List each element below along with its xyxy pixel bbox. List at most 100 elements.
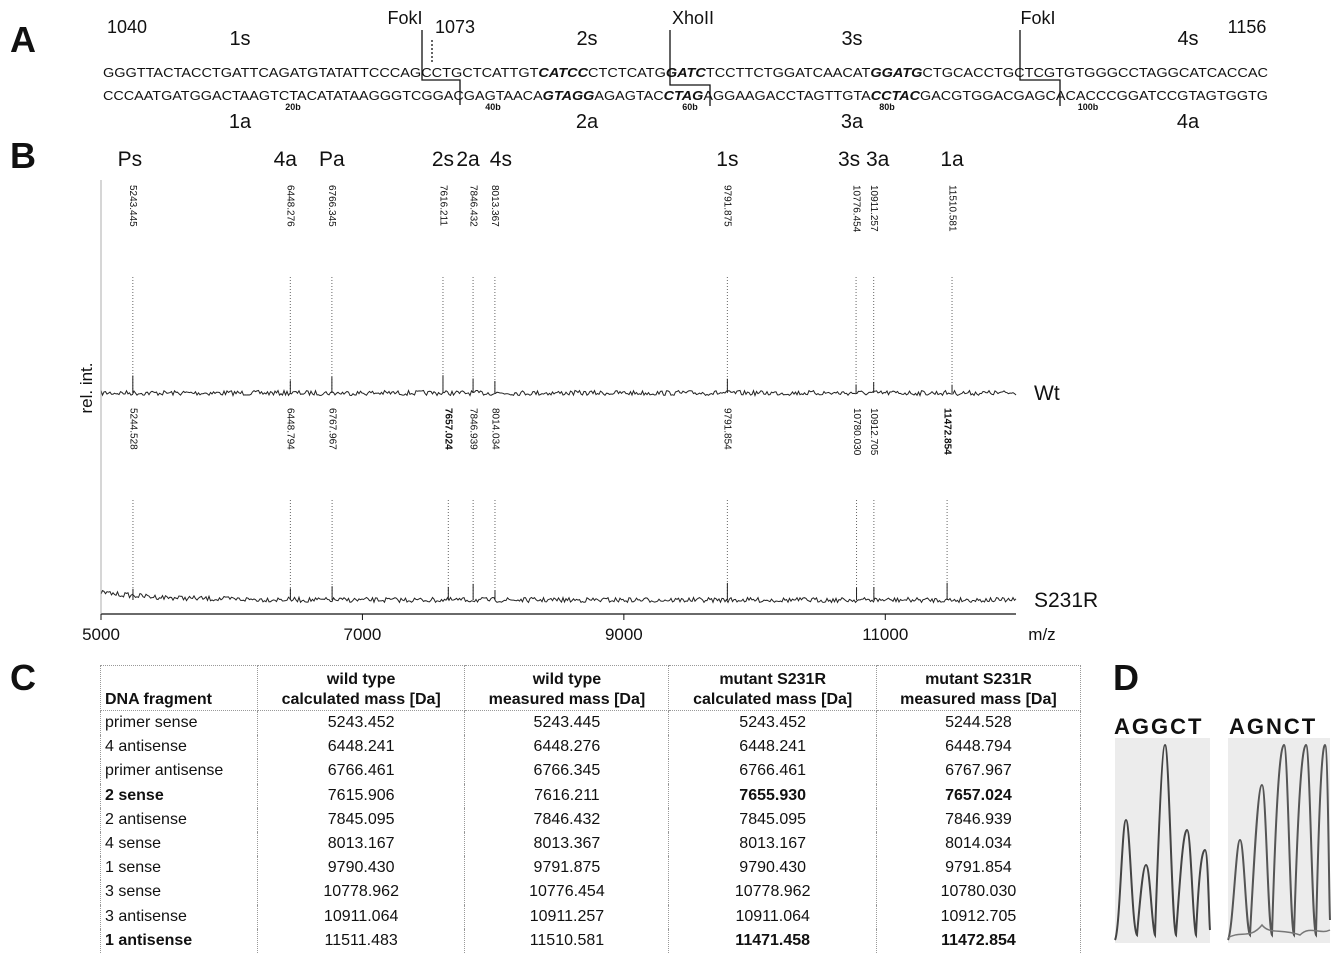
enzyme-label: FokI xyxy=(1020,8,1055,28)
panel-letter: D xyxy=(1113,657,1139,698)
table-cell: 11511.483 xyxy=(257,929,464,953)
header-text: mutant S231R xyxy=(719,671,826,688)
table-cell: 7845.095 xyxy=(669,808,876,832)
sequence-segment: CTCTCATG xyxy=(588,65,666,80)
peak-mass-label: 9791.875 xyxy=(722,185,733,227)
peak-mass-label: 11472.854 xyxy=(941,408,952,455)
table-cell: primer sense xyxy=(101,711,258,736)
header-text: measured mass [Da] xyxy=(900,691,1057,708)
x-tick-label: 5000 xyxy=(82,625,120,644)
sequence-label: AGGCT xyxy=(1114,714,1203,740)
x-axis-label: m/z xyxy=(1028,625,1055,644)
trace-name: S231R xyxy=(1034,589,1098,612)
sequence-segment: GATC xyxy=(666,65,707,80)
peak-mass-label: 5243.445 xyxy=(127,185,138,227)
chromatogram xyxy=(1115,738,1330,943)
peak-mass-label: 7657.024 xyxy=(443,408,454,450)
strand: GGGTTACTACCTGATTCAGATGTATATTCCCAGCCTGCTC… xyxy=(103,65,1268,80)
x-tick-label: 11000 xyxy=(862,625,908,644)
base-marker: 80b xyxy=(879,102,895,112)
sequence-segment: CATCC xyxy=(538,65,588,80)
table-cell: 1 sense xyxy=(101,856,258,880)
table-cell: 4 sense xyxy=(101,832,258,856)
table-cell: 6766.461 xyxy=(257,759,464,783)
table-cell: 10912.705 xyxy=(876,905,1080,929)
peak-mass-label: 10911.257 xyxy=(868,185,879,232)
base-marker: 40b xyxy=(485,102,501,112)
peak-mass-label: 10776.454 xyxy=(850,185,861,233)
table-cell: 10911.257 xyxy=(465,905,669,929)
header-row: DNA fragment wild type calculated mass [Da… xyxy=(101,666,1081,711)
sequence-segment: AGGAAGACCTAGTTGTA xyxy=(703,88,871,103)
table-cell: 6448.276 xyxy=(465,735,669,759)
enzyme-label: XhoII xyxy=(672,8,714,28)
table-cell: 7846.939 xyxy=(876,808,1080,832)
peak-mass-label: 8013.367 xyxy=(489,185,500,227)
sequence-segment: GGGTTACTACCTGATTCAGATGTATATTCCCAGCCTGCTC… xyxy=(103,65,539,80)
table-cell: 11472.854 xyxy=(876,929,1080,953)
fragment-label: 1a xyxy=(229,111,252,133)
header-text: calculated mass [Da] xyxy=(282,691,441,708)
table-cell: 6767.967 xyxy=(876,759,1080,783)
table-cell: 8014.034 xyxy=(876,832,1080,856)
table-cell: 9790.430 xyxy=(257,856,464,880)
peak-mass-label: 6448.794 xyxy=(285,408,296,450)
base-marker: 60b xyxy=(682,102,698,112)
table-cell: 9791.875 xyxy=(465,856,669,880)
enzyme-label: FokI xyxy=(387,8,422,28)
peak-name: 4a xyxy=(274,148,298,171)
fragment-label: 3a xyxy=(841,111,864,133)
sequence-segment: CCTAC xyxy=(871,88,921,103)
table-row: 1 sense9790.4309791.8759790.4309791.854 xyxy=(101,856,1081,880)
figure: A B C D 104010731156FokIXhoIIFokI1s1a2s2… xyxy=(0,0,1342,953)
peak-name: 1a xyxy=(940,148,964,171)
table-cell: 10911.064 xyxy=(669,905,876,929)
table-cell: 2 sense xyxy=(101,784,258,808)
sequence-segment: TCCTTCTGGATCAACAT xyxy=(706,65,871,80)
y-axis-label: rel. int. xyxy=(77,362,96,413)
peak-mass-label: 7846.939 xyxy=(467,408,478,450)
sequence-segment: GTAGG xyxy=(543,88,595,103)
table-cell: 1 antisense xyxy=(101,929,258,953)
table-cell: 11510.581 xyxy=(465,929,669,953)
peak-mass-label: 6448.276 xyxy=(285,185,296,227)
peak-mass-label: 5244.528 xyxy=(127,408,138,450)
header-cell: DNA fragment xyxy=(101,666,258,711)
header-text: wild type xyxy=(533,671,601,688)
table-cell: 10776.454 xyxy=(465,880,669,904)
position-label: 1040 xyxy=(107,17,147,37)
header-text: DNA fragment xyxy=(105,691,212,708)
table-cell: 6766.461 xyxy=(669,759,876,783)
table-cell: 6766.345 xyxy=(465,759,669,783)
spectrum-trace xyxy=(101,391,1016,396)
table-cell: 6448.794 xyxy=(876,735,1080,759)
peak-name: 2a xyxy=(456,148,480,171)
peak-mass-label: 8014.034 xyxy=(489,408,500,450)
table-cell: 4 antisense xyxy=(101,735,258,759)
header-text: calculated mass [Da] xyxy=(693,691,852,708)
peak-mass-label: 6767.967 xyxy=(326,408,337,450)
table-cell: 2 antisense xyxy=(101,808,258,832)
sequence-segment: GGATG xyxy=(870,65,922,80)
table-cell: 5243.445 xyxy=(465,711,669,736)
x-tick-label: 9000 xyxy=(605,625,643,644)
table-cell: 8013.167 xyxy=(257,832,464,856)
table-cell: 3 sense xyxy=(101,880,258,904)
peak-name: 3s xyxy=(838,148,860,171)
table-cell: 8013.167 xyxy=(669,832,876,856)
peak-name: 2s xyxy=(432,148,454,171)
table-cell: 6448.241 xyxy=(669,735,876,759)
peak-mass-label: 7616.211 xyxy=(437,185,448,226)
base-marker: 100b xyxy=(1078,102,1099,112)
peak-name: Ps xyxy=(118,148,143,171)
table-cell: 7655.930 xyxy=(669,784,876,808)
table-cell: 3 antisense xyxy=(101,905,258,929)
header-cell: mutant S231R measured mass [Da] xyxy=(876,666,1080,711)
header-text: mutant S231R xyxy=(925,671,1032,688)
trace-name: Wt xyxy=(1034,382,1060,405)
sequence-label: AGNCT xyxy=(1229,714,1317,740)
